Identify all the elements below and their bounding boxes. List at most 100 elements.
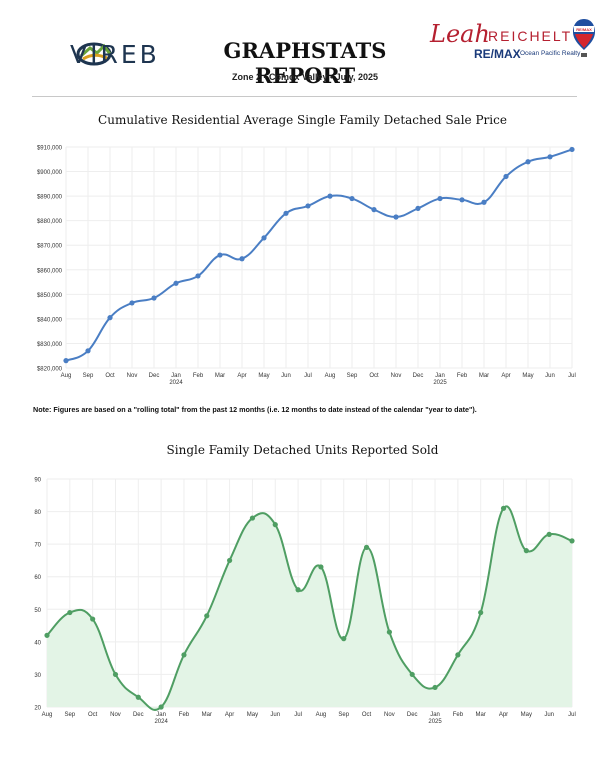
data-point [459, 197, 465, 203]
x-tick-label: Jan [156, 712, 166, 718]
x-tick-label: Aug [325, 373, 336, 379]
x-tick-label: Jul [294, 712, 302, 718]
x-tick-label: Mar [215, 373, 225, 379]
x-tick-label: Aug [42, 712, 53, 718]
data-point [547, 154, 553, 160]
y-tick-label: 90 [34, 478, 41, 484]
remax-balloon-icon: RE/MAX [573, 19, 595, 57]
data-point [500, 505, 507, 511]
y-tick-label: $870,000 [37, 244, 63, 250]
x-tick-label: Apr [501, 373, 510, 379]
brand-script-name: Leah [430, 20, 490, 48]
x-tick-label: Dec [149, 373, 160, 379]
x-tick-label: Mar [202, 712, 212, 718]
data-point [503, 173, 509, 180]
x-tick-label: Jan [430, 712, 440, 718]
data-point [112, 671, 119, 678]
x-year-label: 2024 [169, 380, 183, 386]
y-tick-label: $820,000 [37, 367, 63, 373]
data-point [318, 564, 324, 570]
data-point [363, 544, 370, 550]
x-tick-label: Dec [133, 712, 144, 718]
data-point [195, 273, 201, 279]
x-tick-label: Dec [407, 712, 418, 718]
rolling-total-note: Note: Figures are based on a "rolling to… [33, 405, 477, 414]
y-tick-label: $860,000 [37, 268, 63, 274]
y-tick-label: $910,000 [37, 146, 63, 152]
data-point [151, 295, 157, 301]
x-year-label: 2025 [428, 719, 442, 725]
x-tick-label: Apr [499, 712, 508, 718]
data-point [272, 522, 278, 528]
data-point [569, 146, 575, 153]
x-tick-label: Nov [391, 373, 402, 379]
price-chart: $820,000 $830,000 $840,000 $850,000 $860,000… [37, 146, 576, 387]
data-point [525, 159, 531, 165]
x-tick-label: Jun [281, 373, 291, 379]
data-point [204, 613, 210, 619]
agent-brand-logo: Leah REICHELT RE/MAX Ocean Pacific Realt… [430, 18, 605, 68]
series-line [65, 148, 573, 362]
vireb-logo-text: VIREB [70, 40, 160, 69]
data-point [523, 548, 529, 554]
y-tick-label: 80 [34, 510, 41, 516]
x-tick-label: Jun [545, 373, 555, 379]
data-point [85, 348, 91, 354]
x-tick-label: Oct [369, 373, 379, 379]
y-tick-label: 20 [34, 706, 41, 712]
x-tick-label: Jun [544, 712, 554, 718]
x-tick-label: Apr [225, 712, 234, 718]
data-point [135, 694, 141, 700]
x-year-label: 2025 [433, 380, 447, 386]
data-point [386, 629, 392, 635]
x-tick-label: Aug [61, 373, 72, 379]
x-tick-label: Sep [64, 712, 75, 718]
x-tick-label: Nov [110, 712, 121, 718]
data-point [249, 515, 256, 521]
x-tick-label: Oct [88, 712, 98, 718]
report-subtitle: Zone 2 - Comox Valley • July, 2025 [231, 72, 379, 82]
data-point [415, 205, 421, 211]
x-tick-label: Jul [568, 712, 576, 718]
data-point [295, 587, 301, 593]
x-tick-label: Feb [457, 373, 468, 379]
x-tick-label: May [247, 712, 258, 718]
y-tick-label: $840,000 [37, 317, 63, 323]
data-point [173, 280, 179, 286]
x-tick-label: Dec [413, 373, 424, 379]
data-point [437, 195, 443, 202]
data-point [349, 195, 355, 202]
x-tick-label: Jul [304, 373, 312, 379]
x-year-label: 2024 [154, 719, 168, 725]
data-point [129, 300, 135, 306]
x-tick-label: Oct [105, 373, 115, 379]
x-tick-label: Feb [193, 373, 204, 379]
data-point [341, 636, 347, 642]
data-point [283, 210, 289, 216]
x-tick-label: Aug [316, 712, 327, 718]
data-point [217, 252, 223, 258]
data-point [227, 557, 233, 564]
data-point [393, 214, 399, 220]
report-title: GRAPHSTATS REPORT [223, 38, 387, 88]
x-tick-label: Sep [338, 712, 349, 718]
x-tick-label: Feb [179, 712, 190, 718]
y-tick-label: 50 [34, 608, 41, 614]
data-point [67, 609, 73, 616]
y-tick-label: 40 [34, 640, 41, 646]
vireb-logo-icon [76, 42, 112, 66]
header-divider [32, 96, 577, 97]
report-header: VIREB GRAPHSTATS REPORT Zone 2 - Comox V… [0, 0, 605, 98]
x-tick-label: May [258, 373, 269, 379]
data-point [478, 609, 484, 616]
y-tick-label: $830,000 [37, 342, 63, 348]
brand-office: Ocean Pacific Realty [520, 50, 581, 57]
x-tick-label: Sep [83, 373, 94, 379]
series-area-fill [47, 506, 572, 710]
data-point [63, 358, 69, 364]
data-point [371, 207, 377, 213]
x-tick-label: May [522, 373, 533, 379]
y-tick-label: $880,000 [37, 219, 63, 225]
y-tick-label: $890,000 [37, 195, 63, 201]
